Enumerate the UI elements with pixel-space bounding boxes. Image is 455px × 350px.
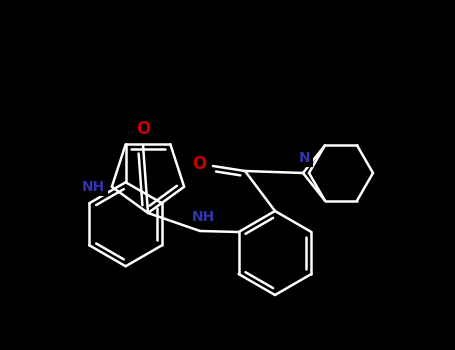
Text: NH: NH [82,180,106,194]
Text: N: N [299,151,311,165]
Text: O: O [192,155,206,173]
Text: NH: NH [192,210,215,224]
Text: O: O [136,120,150,138]
